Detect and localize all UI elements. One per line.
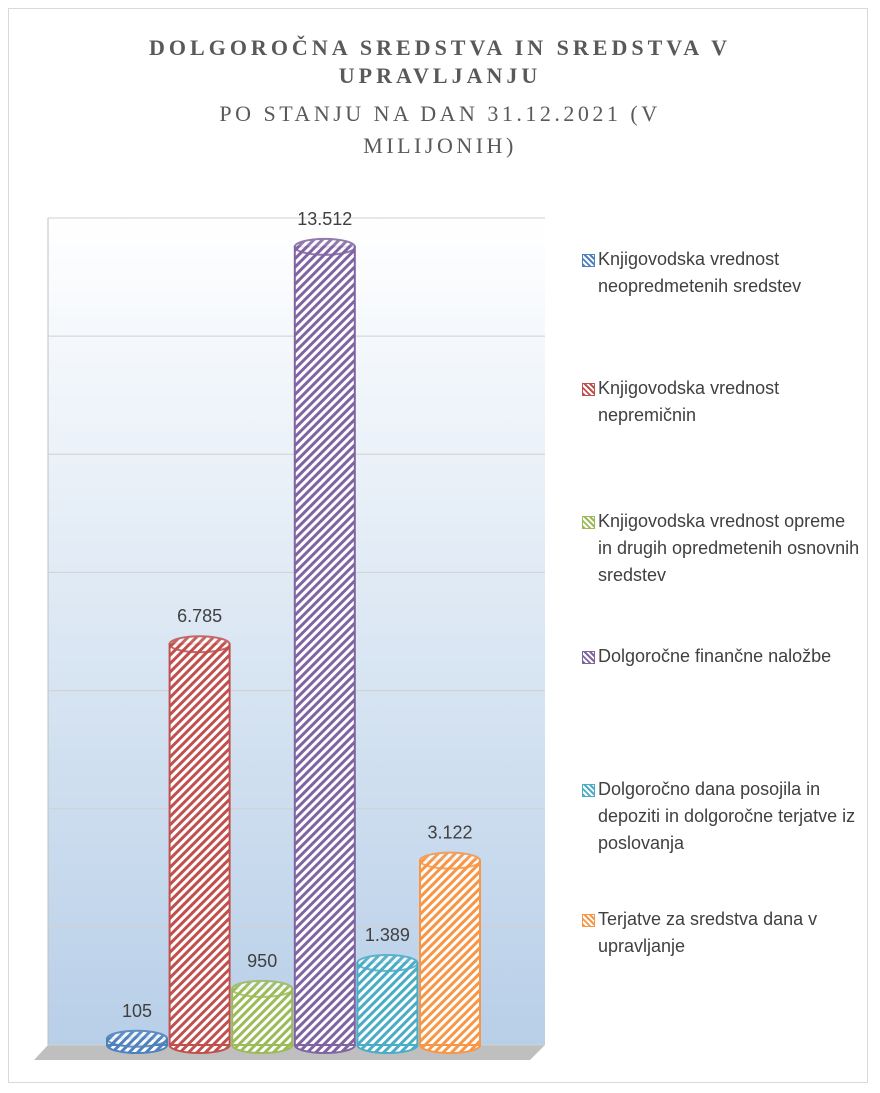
bar-top [106, 1029, 168, 1048]
legend-label: Dolgoročno dana posojila in depoziti in … [598, 779, 856, 853]
data-label: 6.785 [177, 606, 222, 626]
bar [356, 961, 419, 1046]
legend-swatch [582, 914, 595, 927]
data-label: 3.122 [427, 823, 472, 843]
data-label: 13.512 [297, 209, 352, 229]
legend-entry: Knjigovodska vrednost neopredmetenih sre… [582, 246, 862, 300]
legend-swatch [582, 784, 595, 797]
data-label: 950 [247, 951, 277, 971]
chart-frame [8, 8, 868, 1083]
chart-subtitle: PO STANJU NA DAN 31.12.2021 (V MILIJONIH… [219, 101, 661, 158]
bar [231, 987, 294, 1046]
bar [168, 643, 231, 1047]
bar-top [293, 237, 356, 256]
legend-label: Terjatve za sredstva dana v upravljanje [598, 909, 818, 956]
legend-entry: Dolgoročne finančne naložbe [582, 643, 862, 670]
data-label: 1.389 [365, 925, 410, 945]
legend-swatch [582, 383, 595, 396]
legend-entry: Knjigovodska vrednost nepremičnin [582, 375, 862, 429]
legend-label: Knjigovodska vrednost nepremičnin [598, 378, 780, 425]
legend-swatch [582, 254, 595, 267]
legend-entry: Knjigovodska vrednost opreme in drugih o… [582, 508, 862, 589]
legend-swatch [582, 516, 595, 529]
chart-title: DOLGOROČNA SREDSTVA IN SREDSTVA V UPRAVL… [149, 35, 731, 88]
bar-top [231, 979, 294, 998]
bar [419, 859, 481, 1046]
data-label: 105 [122, 1001, 152, 1021]
legend-label: Knjigovodska vrednost opreme in drugih o… [598, 511, 860, 585]
legend-swatch [582, 651, 595, 664]
bar-top [356, 953, 419, 972]
bar [293, 245, 356, 1047]
bar-top [168, 635, 231, 654]
legend-entry: Dolgoročno dana posojila in depoziti in … [582, 776, 862, 857]
legend-entry: Terjatve za sredstva dana v upravljanje [582, 906, 862, 960]
bar-top [419, 851, 481, 870]
legend-label: Knjigovodska vrednost neopredmetenih sre… [598, 249, 802, 296]
legend-label: Dolgoročne finančne naložbe [598, 646, 832, 666]
